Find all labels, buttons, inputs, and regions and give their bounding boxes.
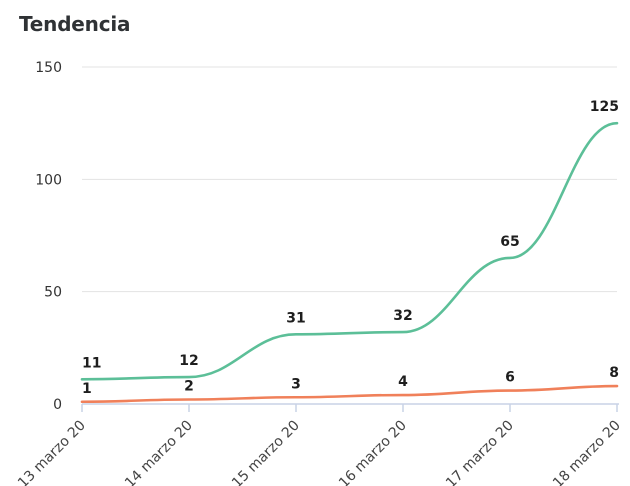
data-label: 2 [184, 379, 194, 395]
series-lines [80, 121, 619, 404]
data-label: 11 [82, 355, 101, 371]
data-label: 65 [500, 234, 519, 250]
data-label: 8 [609, 365, 619, 381]
data-label: 125 [590, 99, 619, 115]
data-label: 31 [286, 310, 305, 326]
data-label: 4 [398, 374, 408, 390]
y-tick-label: 150 [35, 60, 62, 76]
x-tick-label: 18 marzo 20 [550, 418, 624, 486]
grid-lines [82, 66, 617, 293]
x-tick-label: 16 marzo 20 [336, 418, 410, 486]
series-line-2 [80, 384, 619, 404]
data-label: 32 [393, 308, 412, 324]
x-tick-label: 15 marzo 20 [229, 418, 303, 486]
data-label: 3 [291, 376, 301, 392]
y-tick-label: 100 [35, 172, 62, 188]
data-label: 1 [82, 381, 92, 397]
y-tick-label: 0 [53, 397, 62, 413]
x-tick-label: 13 marzo 20 [15, 418, 89, 486]
chart-title: Tendencia [19, 12, 131, 36]
series-line-1 [80, 121, 619, 381]
data-label: 12 [179, 353, 198, 369]
axes: 0 50 100 150 13 marzo 20 14 marzo 20 15 marzo … [15, 60, 624, 486]
data-label: 6 [505, 370, 515, 386]
x-tick-label: 14 marzo 20 [122, 418, 196, 486]
x-tick-label: 17 marzo 20 [443, 418, 517, 486]
y-tick-label: 50 [44, 285, 62, 301]
